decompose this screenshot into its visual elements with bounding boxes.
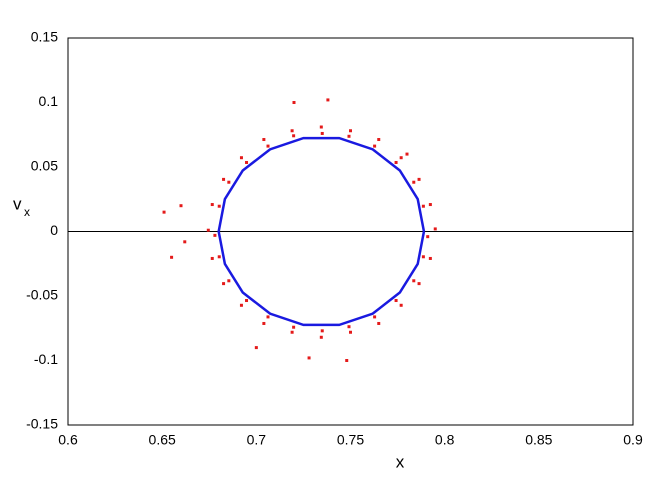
point	[254, 346, 258, 350]
point	[239, 303, 243, 307]
point	[292, 325, 296, 329]
point	[245, 160, 249, 164]
x-tick-label: 0.85	[525, 432, 552, 448]
point	[217, 204, 221, 208]
point	[373, 315, 377, 319]
point	[399, 303, 403, 307]
point	[347, 325, 351, 329]
point	[213, 233, 217, 237]
point	[222, 177, 226, 181]
point	[399, 156, 403, 160]
y-tick-label: 0.05	[31, 158, 58, 174]
point	[206, 228, 210, 232]
point	[262, 321, 266, 325]
point	[349, 330, 352, 334]
point	[266, 144, 270, 148]
point	[428, 256, 432, 260]
point	[428, 203, 432, 207]
point	[217, 255, 221, 259]
point	[417, 282, 421, 286]
point	[170, 255, 174, 259]
point	[426, 235, 430, 239]
x-tick-label: 0.8	[435, 432, 455, 448]
point	[290, 330, 294, 334]
point	[245, 299, 249, 303]
x-tick-label: 0.6	[58, 432, 78, 448]
point	[262, 138, 266, 142]
point	[307, 356, 311, 360]
point	[292, 134, 296, 138]
point	[412, 180, 416, 184]
y-tick-label: 0.15	[31, 29, 58, 45]
point	[319, 335, 323, 339]
point	[162, 210, 166, 214]
point	[227, 180, 231, 184]
x-tick-label: 0.7	[247, 432, 267, 448]
y-tick-label: 0	[50, 222, 58, 238]
point	[377, 321, 381, 325]
point	[417, 177, 421, 181]
point	[433, 227, 437, 231]
x-axis-label: x	[396, 452, 405, 471]
y-tick-label: -0.15	[26, 416, 58, 432]
point	[320, 131, 324, 135]
point	[320, 329, 324, 333]
point	[405, 152, 409, 156]
point	[319, 125, 323, 129]
point	[210, 256, 214, 260]
point	[421, 204, 425, 208]
y-tick-label: 0.1	[39, 93, 59, 109]
y-axis-label-subscript: x	[24, 205, 30, 219]
point	[345, 359, 349, 362]
point	[183, 240, 187, 244]
point	[421, 255, 425, 259]
point	[412, 279, 416, 283]
point	[347, 134, 351, 138]
curve	[217, 136, 426, 327]
point	[292, 101, 296, 104]
x-tick-label: 0.75	[337, 432, 364, 448]
point	[394, 299, 398, 303]
point	[210, 203, 214, 207]
x-tick-label: 0.65	[149, 432, 176, 448]
point	[239, 156, 243, 160]
point	[377, 138, 381, 142]
y-tick-label: -0.1	[34, 351, 58, 367]
point	[222, 282, 226, 286]
point	[227, 279, 231, 283]
point	[326, 98, 330, 102]
point	[266, 315, 270, 319]
point	[290, 129, 294, 133]
y-tick-label: -0.05	[26, 287, 58, 303]
point	[373, 144, 377, 148]
y-axis-label: v	[13, 194, 22, 213]
point	[179, 204, 183, 208]
point	[349, 129, 352, 133]
x-tick-label: 0.9	[623, 432, 643, 448]
point	[394, 160, 398, 164]
